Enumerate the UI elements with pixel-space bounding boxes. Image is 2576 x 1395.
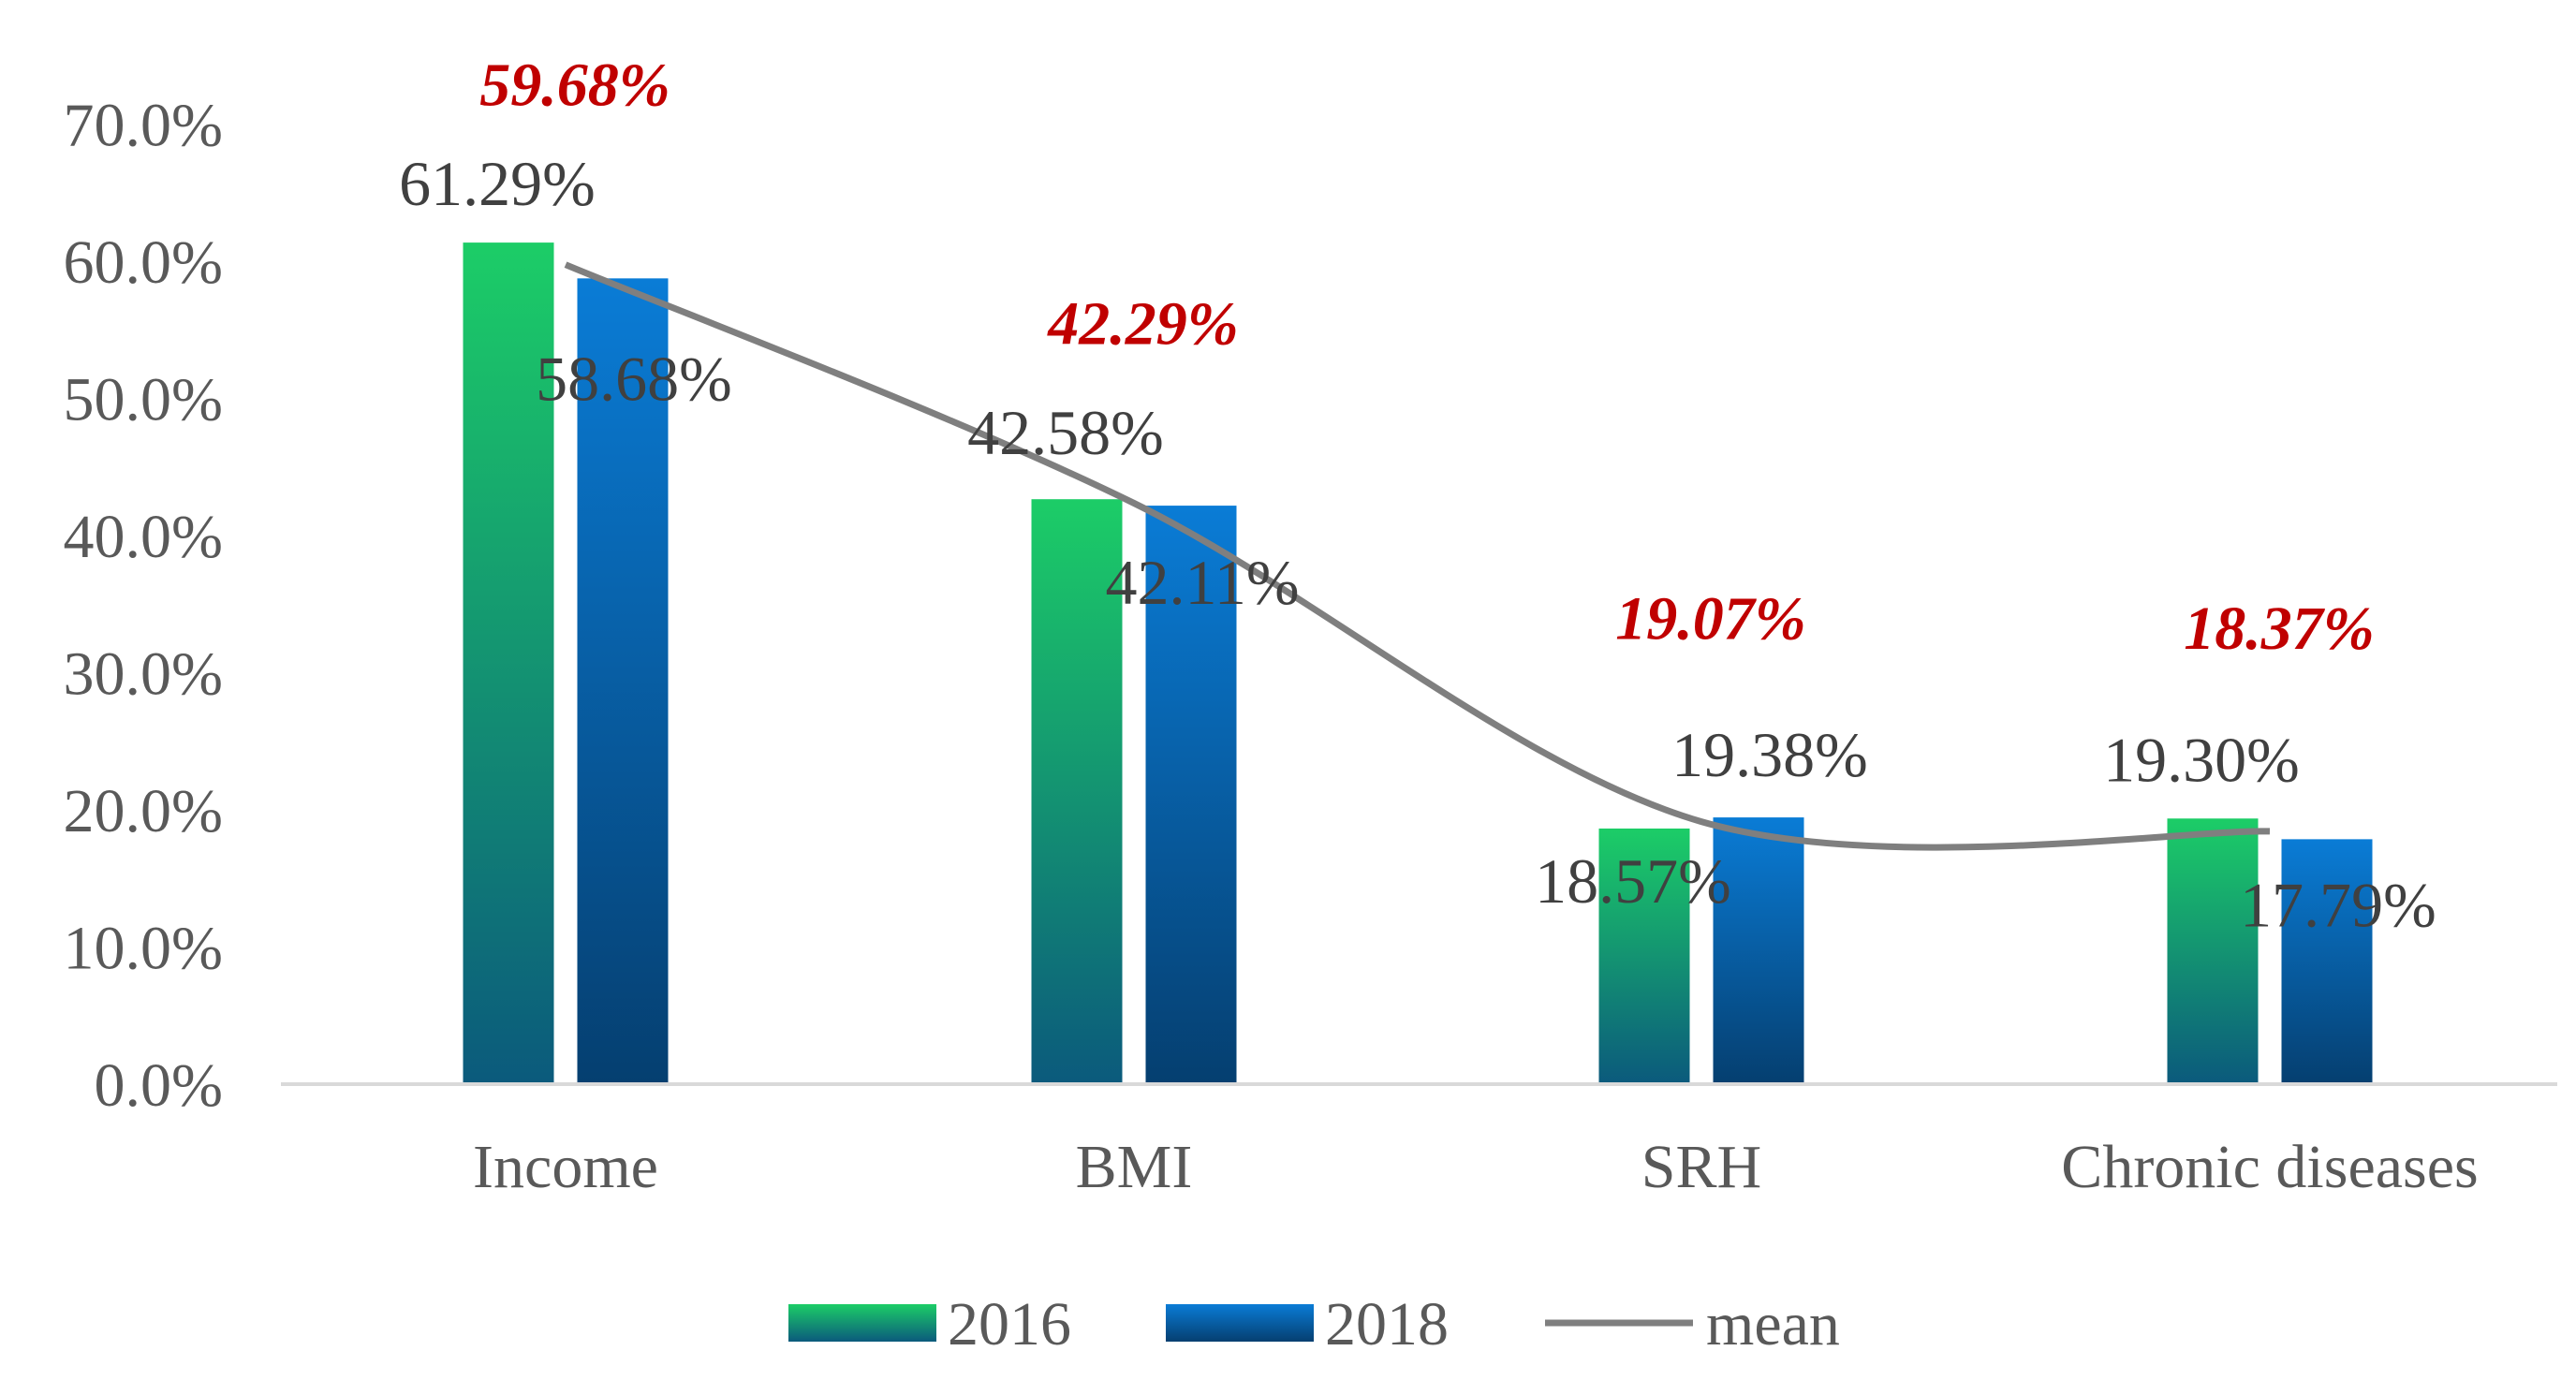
label-2018-chronic-diseases: 17.79%	[2240, 869, 2436, 940]
label-2016-srh: 18.57%	[1535, 845, 1731, 917]
y-tick-label: 30.0%	[64, 640, 223, 709]
category-labels: Income BMI SRH Chronic diseases	[473, 1133, 2479, 1201]
y-tick-label: 70.0%	[64, 92, 223, 160]
label-2016-income: 61.29%	[399, 148, 596, 219]
bar-2018-bmi	[1145, 506, 1237, 1083]
data-labels: 61.29% 58.68% 59.68% 42.58% 42.11% 42.29% 18.5…	[399, 51, 2436, 941]
label-2018-srh: 19.38%	[1671, 719, 1868, 790]
label-2016-bmi: 42.58%	[967, 397, 1164, 468]
mean-line	[564, 261, 2271, 851]
label-2016-chronic-diseases: 19.30%	[2103, 724, 2300, 795]
label-mean-srh: 19.07%	[1615, 585, 1805, 653]
legend-label-2016: 2016	[948, 1290, 1071, 1358]
legend-swatch-2018	[1166, 1304, 1314, 1342]
y-tick-label: 10.0%	[64, 915, 223, 983]
bar-2018-srh	[1713, 817, 1804, 1083]
category-label-chronic-diseases: Chronic diseases	[2061, 1133, 2478, 1201]
y-tick-label: 20.0%	[64, 777, 223, 845]
legend: 2016 2018 mean	[788, 1290, 1840, 1358]
bar-2016-bmi	[1031, 499, 1123, 1083]
category-label-srh: SRH	[1641, 1133, 1761, 1201]
y-tick-label: 40.0%	[64, 503, 223, 571]
y-tick-label: 0.0%	[95, 1051, 223, 1120]
bar-2018-chronic-diseases	[2281, 839, 2373, 1083]
bars	[463, 242, 2373, 1083]
label-mean-bmi: 42.29%	[1046, 289, 1238, 358]
bar-2016-income	[463, 242, 554, 1083]
bar-2016-chronic-diseases	[2167, 818, 2259, 1083]
legend-label-mean: mean	[1706, 1290, 1840, 1358]
bar-2016-srh	[1598, 828, 1690, 1083]
legend-label-2018: 2018	[1325, 1290, 1449, 1358]
category-label-income: Income	[473, 1133, 658, 1201]
bar-2018-income	[577, 278, 669, 1083]
y-axis-ticks: 0.0% 10.0% 20.0% 30.0% 40.0% 50.0% 60.0% 70.0%	[64, 92, 223, 1121]
y-tick-label: 60.0%	[64, 228, 223, 297]
category-label-bmi: BMI	[1076, 1133, 1193, 1201]
label-mean-income: 59.68%	[479, 51, 670, 120]
label-mean-chronic-diseases: 18.37%	[2184, 595, 2374, 663]
y-tick-label: 50.0%	[64, 366, 223, 434]
legend-swatch-2016	[788, 1304, 936, 1342]
label-2018-bmi: 42.11%	[1105, 547, 1299, 618]
label-2018-income: 58.68%	[536, 343, 732, 414]
